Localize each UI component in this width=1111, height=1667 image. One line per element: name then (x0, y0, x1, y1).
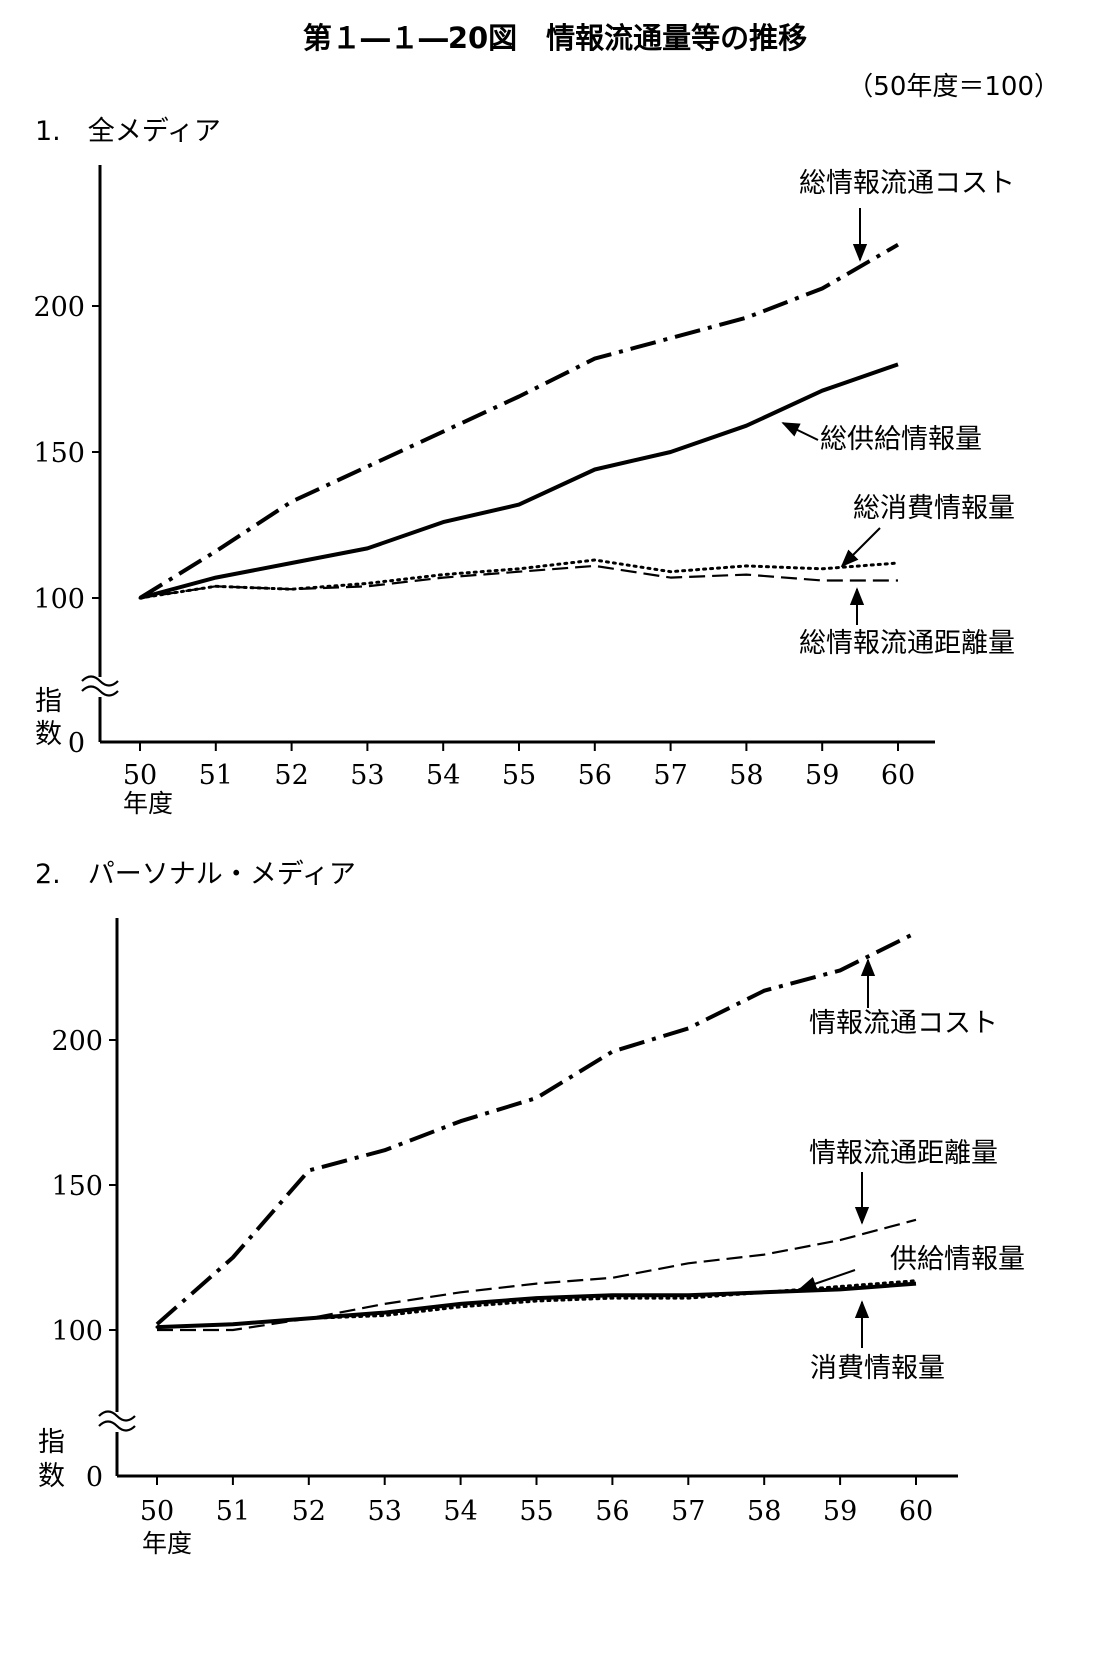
series-label-arrow (840, 527, 881, 568)
x-axis-unit: 年度 (123, 789, 173, 818)
series-label-arrow (798, 1269, 856, 1291)
x-tick-label: 53 (368, 1496, 402, 1527)
x-tick-label: 56 (578, 760, 612, 791)
chart-panel-personal-media: 2. パーソナル・メディア 0 100 150 200 指数 50 51 52 53 54 55 56 5… (35, 859, 1025, 1558)
series-line-1 (139, 362, 899, 600)
series-label: 情報流通コスト (809, 1008, 998, 1039)
x-tick-label: 57 (671, 1496, 705, 1527)
axis-break-gap (96, 677, 104, 697)
y-axis-label: 指 (38, 1427, 65, 1458)
x-tick-label: 59 (805, 760, 839, 791)
series-label: 総情報流通距離量 (799, 628, 1015, 659)
y-tick-label: 100 (51, 1316, 103, 1347)
panel-title: 1. 全メディア (35, 116, 221, 147)
x-tick-label: 60 (899, 1496, 933, 1527)
axis-break-line (98, 1410, 136, 1422)
x-tick-label: 58 (729, 760, 763, 791)
axis-break-line (81, 675, 119, 687)
y-axis-label: 指 (35, 686, 62, 717)
axis-break-mark (98, 1410, 136, 1432)
y-tick-label: 0 (86, 1462, 103, 1493)
y-axis-label: 数 (35, 719, 62, 750)
x-tick-label: 53 (350, 760, 384, 791)
x-tick-label: 57 (653, 760, 687, 791)
series-line-0 (138, 242, 900, 600)
y-tick-label: 200 (33, 292, 85, 323)
x-tick-label: 55 (519, 1496, 553, 1527)
x-tick-label: 50 (140, 1496, 174, 1527)
x-tick-label: 50 (123, 760, 157, 791)
y-tick-label: 100 (33, 584, 85, 615)
x-tick-label: 58 (747, 1496, 781, 1527)
axis-break-line (98, 1420, 136, 1432)
series-label: 供給情報量 (890, 1244, 1025, 1275)
base-year-note: （50年度＝100） (847, 72, 1060, 102)
y-axis-label: 数 (38, 1461, 65, 1492)
series-line-0 (155, 930, 917, 1326)
panel-title: 2. パーソナル・メディア (35, 859, 356, 890)
series-label: 総供給情報量 (820, 424, 982, 455)
axis-break-line (81, 685, 119, 697)
chart-panel-all-media: 1. 全メディア 0 100 150 200 指数 50 51 52 53 54 55 56 57 58 59… (33, 116, 1015, 818)
x-tick-label: 55 (502, 760, 536, 791)
axis-break-gap (113, 1412, 121, 1432)
x-axis-unit: 年度 (142, 1529, 192, 1558)
series-line-1 (157, 1218, 917, 1332)
series-line-3 (139, 564, 898, 600)
series-label: 総情報流通コスト (799, 168, 1015, 199)
series-line-2 (138, 558, 900, 600)
x-tick-label: 59 (823, 1496, 857, 1527)
figure-title: 第１―１―20図 情報流通量等の推移 (303, 21, 807, 55)
x-tick-label: 56 (595, 1496, 629, 1527)
y-tick-label: 150 (33, 438, 85, 469)
series-label: 総消費情報量 (853, 493, 1015, 524)
x-tick-label: 52 (274, 760, 308, 791)
axis-break-mark (81, 675, 119, 697)
y-tick-label: 0 (68, 728, 85, 759)
y-tick-label: 200 (51, 1026, 103, 1057)
series-label-arrow (781, 422, 819, 441)
series-label: 情報流通距離量 (809, 1138, 998, 1169)
series-line-3 (155, 1279, 918, 1329)
x-tick-label: 51 (216, 1496, 250, 1527)
x-tick-label: 51 (199, 760, 233, 791)
series-label: 消費情報量 (810, 1353, 945, 1384)
x-tick-label: 52 (292, 1496, 326, 1527)
x-tick-label: 54 (426, 760, 460, 791)
x-tick-label: 54 (443, 1496, 477, 1527)
x-tick-label: 60 (881, 760, 915, 791)
y-tick-label: 150 (51, 1171, 103, 1202)
